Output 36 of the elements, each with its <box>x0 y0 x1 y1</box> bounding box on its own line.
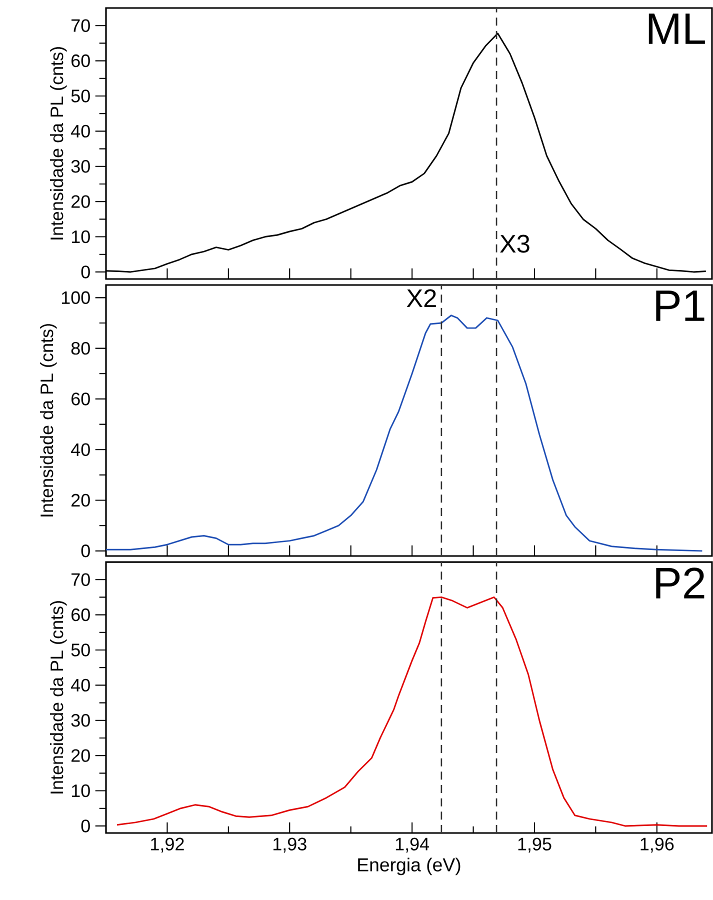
y-tick-label: 10 <box>72 230 90 244</box>
y-tick-label: 20 <box>72 494 90 507</box>
chart-title: P1 <box>656 290 704 321</box>
y-tick-label: 10 <box>72 784 90 798</box>
y-tick-label: 70 <box>72 573 90 586</box>
y-tick-label: 50 <box>71 644 90 656</box>
y-tick-label: 40 <box>71 124 90 138</box>
ref-line-label: X2 <box>406 289 436 307</box>
x-tick-label: 1,94 <box>396 838 430 853</box>
y-tick-label: 50 <box>71 90 90 102</box>
y-tick-label: 60 <box>72 608 90 622</box>
x-tick-label: 1,96 <box>640 838 674 853</box>
y-tick-label: 70 <box>72 19 90 32</box>
y-tick-label: 20 <box>72 749 90 762</box>
x-tick-label: 1,93 <box>274 838 306 853</box>
ref-line-label: X3 <box>500 234 530 253</box>
y-tick-label: 0 <box>81 544 90 558</box>
chart-title: ML <box>648 14 705 44</box>
y-tick-label: 0 <box>81 820 90 832</box>
x-axis-title: Energia (eV) <box>358 858 460 876</box>
y-tick-label: 30 <box>71 160 90 173</box>
y-axis-title: Intensidade da PL (cnts) <box>50 47 67 240</box>
y-tick-label: 0 <box>81 266 90 278</box>
y-tick-label: 60 <box>72 54 90 68</box>
y-tick-label: 80 <box>71 342 90 355</box>
y-tick-label: 100 <box>62 291 90 304</box>
y-tick-label: 30 <box>71 714 90 727</box>
y-tick-label: 20 <box>72 195 90 208</box>
y-tick-label: 40 <box>71 443 90 456</box>
y-axis-title: Intensidade da PL (cnts) <box>50 601 67 794</box>
y-tick-label: 40 <box>71 678 90 692</box>
y-axis-title: Intensidade da PL (cnts) <box>40 324 57 516</box>
y-tick-label: 60 <box>72 392 90 406</box>
chart-title: P2 <box>656 568 704 598</box>
x-tick-label: 1,92 <box>151 838 184 853</box>
x-tick-label: 1,95 <box>518 838 552 853</box>
